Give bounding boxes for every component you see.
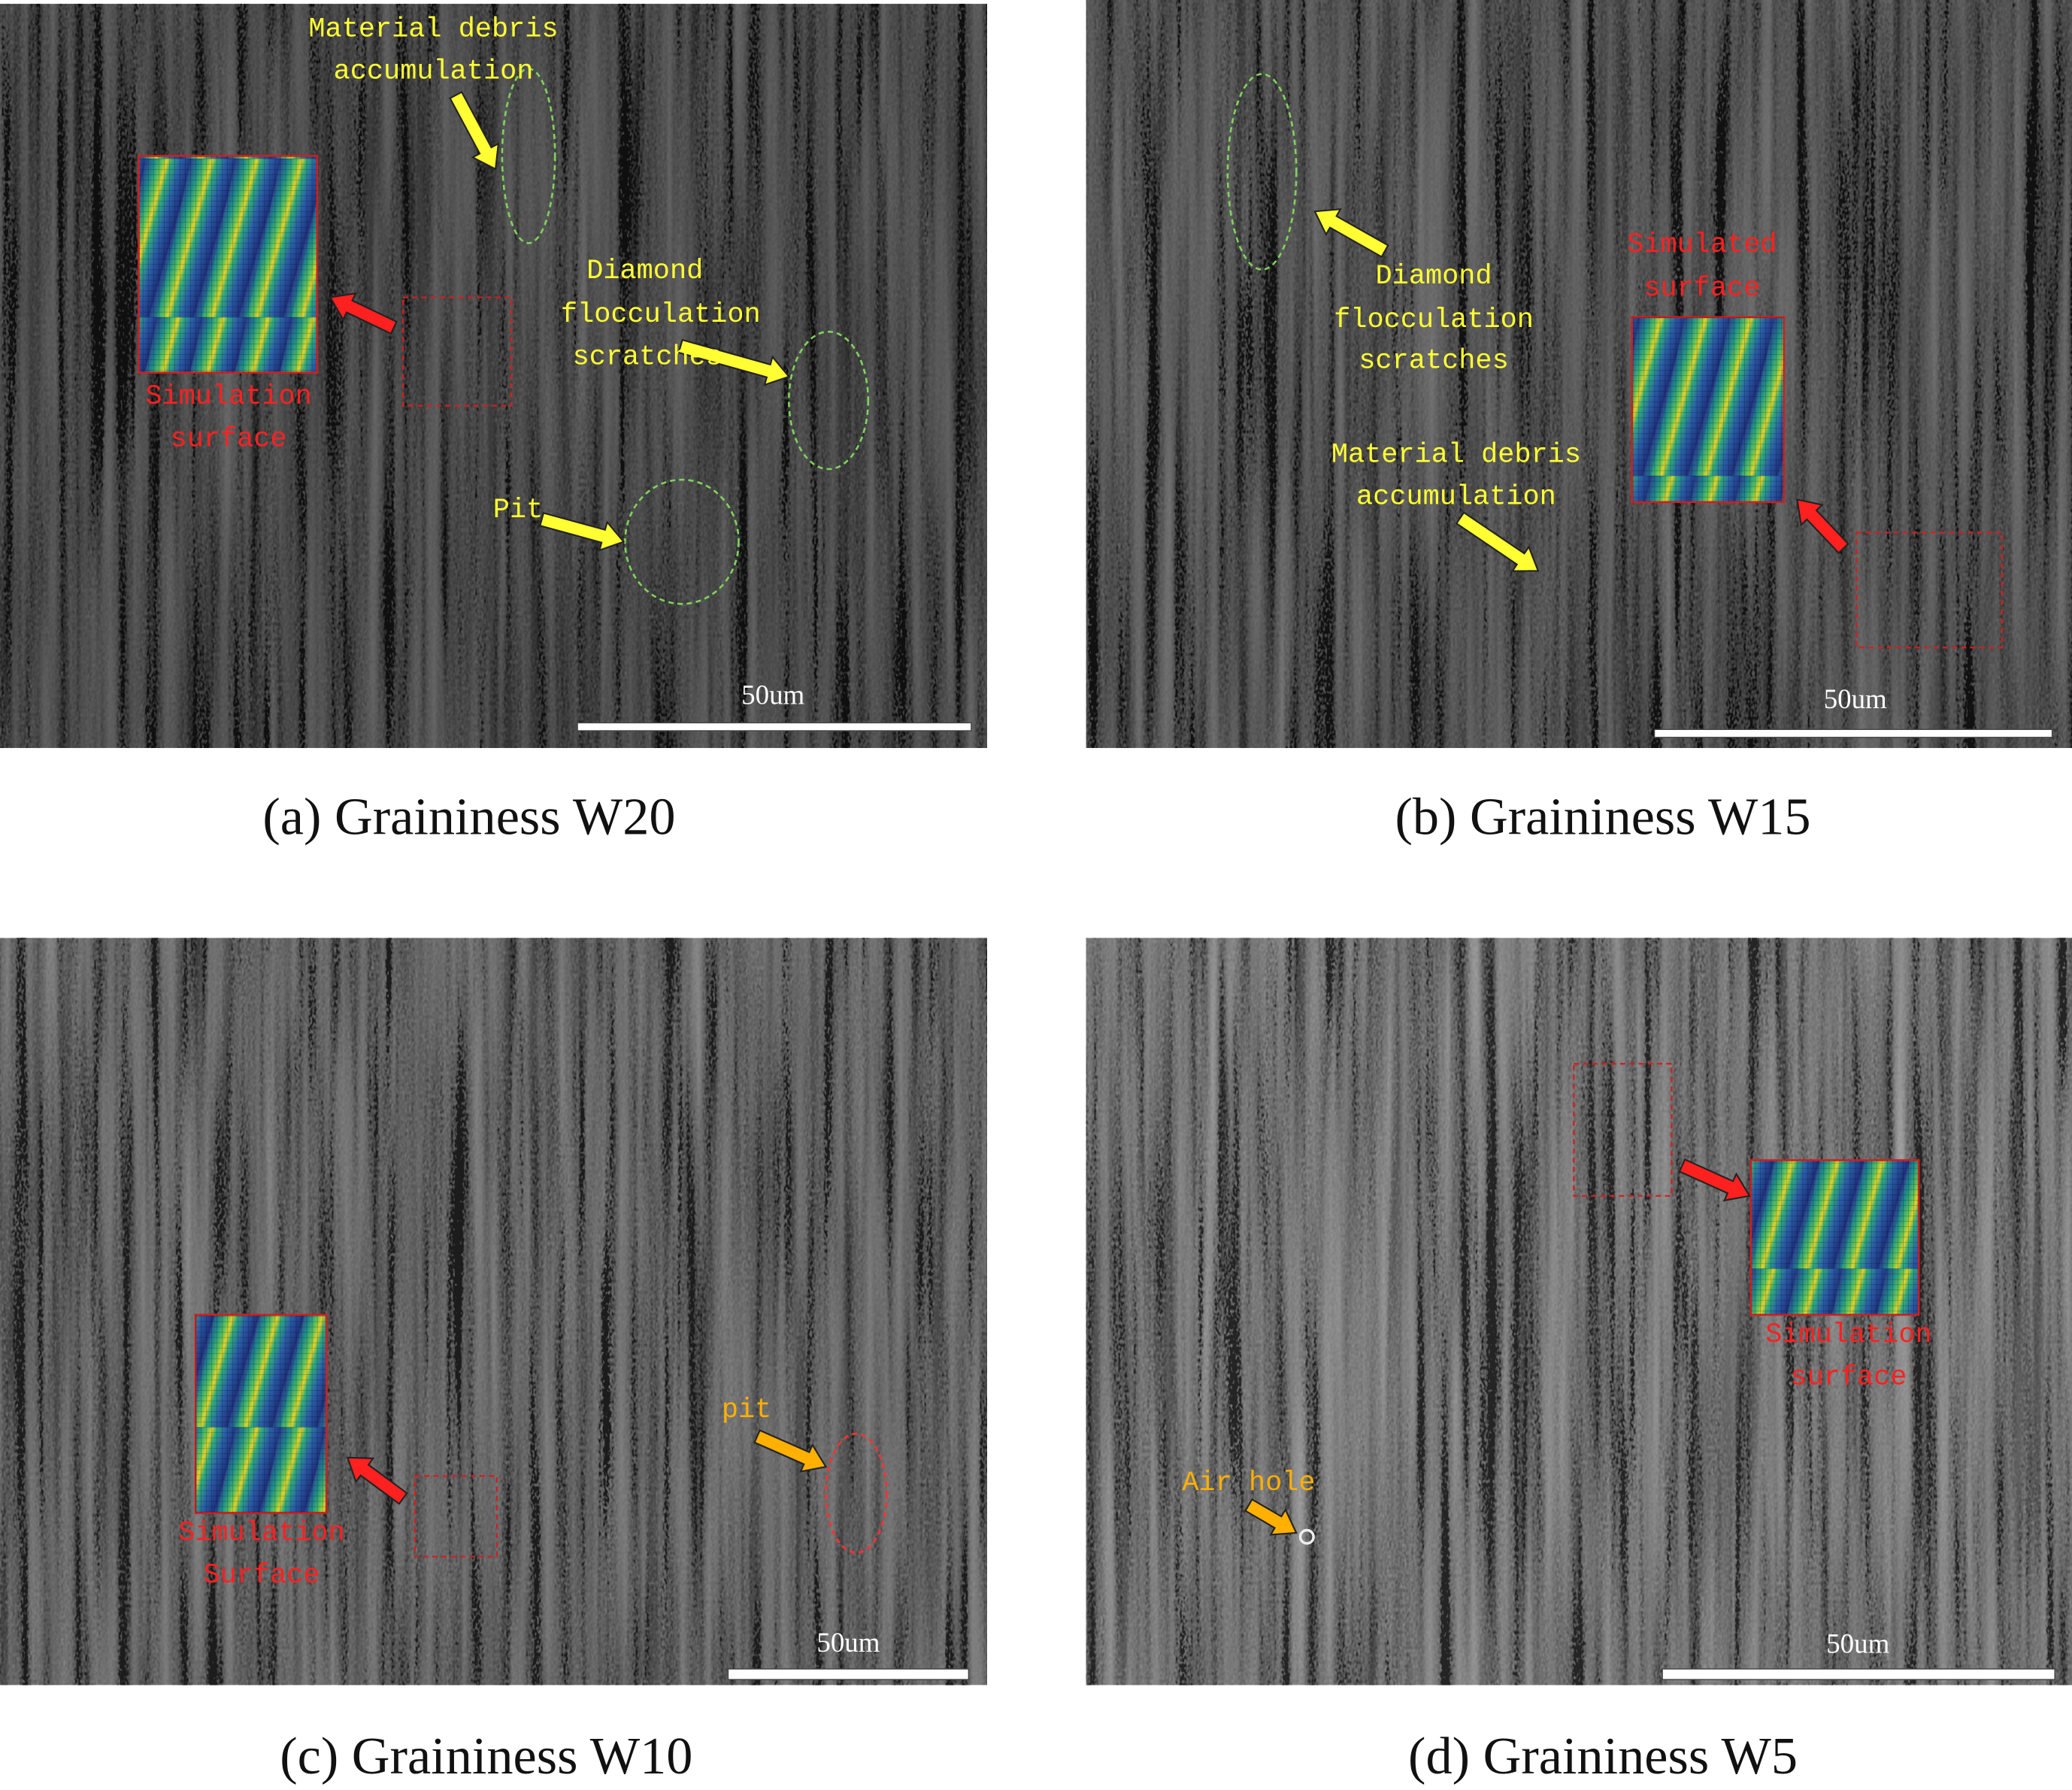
simulation-mesh	[1631, 317, 1784, 502]
annotation-label: Surface	[203, 1560, 320, 1592]
annotation-label: accumulation	[1356, 482, 1556, 513]
scale-bar-label: 50um	[816, 1627, 880, 1658]
panel: Diamond flocculation scratches Material deb…	[1086, 0, 2072, 748]
panel-caption: (d) Graininess W5	[1408, 1727, 1798, 1785]
annotation-label: pit	[722, 1395, 771, 1426]
annotation-label: flocculation	[1334, 304, 1534, 336]
arrow	[1796, 498, 1849, 554]
simulation-mesh	[195, 1314, 327, 1513]
region-marker	[788, 330, 870, 471]
panel: Material debris accumulation Diamond floccu…	[0, 4, 987, 748]
scale-bar	[727, 1668, 970, 1680]
arrow	[1313, 208, 1389, 259]
micrograph-tone	[0, 937, 987, 1686]
annotation-label: Simulated	[1627, 229, 1777, 261]
annotation-label: Diamond	[586, 256, 703, 287]
arrow	[346, 1456, 408, 1505]
region-marker	[401, 296, 513, 407]
micrograph-tone	[1086, 937, 2072, 1686]
panel-caption: (c) Graininess W10	[280, 1727, 692, 1785]
annotation-label: Material debris	[308, 14, 558, 45]
region-marker	[413, 1475, 498, 1558]
arrow	[677, 338, 791, 386]
annotation-label: scratches	[1359, 346, 1508, 377]
scale-bar	[577, 722, 972, 731]
annotation-label: Material debris	[1331, 439, 1581, 471]
annotation-label: surface	[1643, 273, 1760, 304]
scale-bar-label: 50um	[1824, 683, 1887, 714]
micrograph-tone	[1086, 0, 2072, 748]
annotation-label: accumulation	[334, 56, 534, 88]
annotation-label: Diamond	[1376, 261, 1492, 292]
annotation-label: Simulation	[145, 381, 311, 413]
arrow	[1678, 1158, 1751, 1202]
arrow	[1455, 511, 1540, 572]
annotation-label: flocculation	[561, 299, 761, 331]
arrow	[753, 1429, 828, 1473]
simulation-mesh	[138, 156, 317, 373]
arrow	[449, 90, 500, 171]
panel-caption: (b) Graininess W15	[1395, 787, 1810, 846]
annotation-label: scratches	[573, 341, 722, 373]
arrow	[1244, 1498, 1298, 1536]
panel: Simulation surface Air hole 50um	[1086, 937, 2072, 1686]
micrograph	[0, 937, 987, 1686]
annotation-label: Simulation	[1765, 1319, 1931, 1351]
micrograph-tone	[0, 4, 987, 748]
panel: Simulation Surface pit 50um	[0, 937, 987, 1686]
region-marker	[1226, 73, 1298, 271]
annotation-label: Air hole	[1182, 1467, 1315, 1499]
annotation-label: surface	[1790, 1361, 1907, 1393]
arrow	[329, 292, 398, 335]
arrow	[539, 512, 626, 552]
annotation-label: surface	[171, 423, 287, 455]
region-marker	[825, 1432, 888, 1554]
scale-bar-label: 50um	[1826, 1628, 1889, 1659]
air-hole	[1298, 1528, 1315, 1545]
region-marker	[624, 478, 740, 605]
simulation-mesh	[1750, 1160, 1919, 1315]
region-marker	[501, 68, 556, 244]
scale-bar-label: 50um	[741, 680, 804, 710]
annotation-label: Simulation	[178, 1518, 344, 1549]
scale-bar	[1662, 1668, 2055, 1680]
panel-caption: (a) Graininess W20	[262, 787, 675, 846]
scale-bar	[1653, 728, 2053, 738]
annotation-label: Pit	[493, 495, 543, 526]
